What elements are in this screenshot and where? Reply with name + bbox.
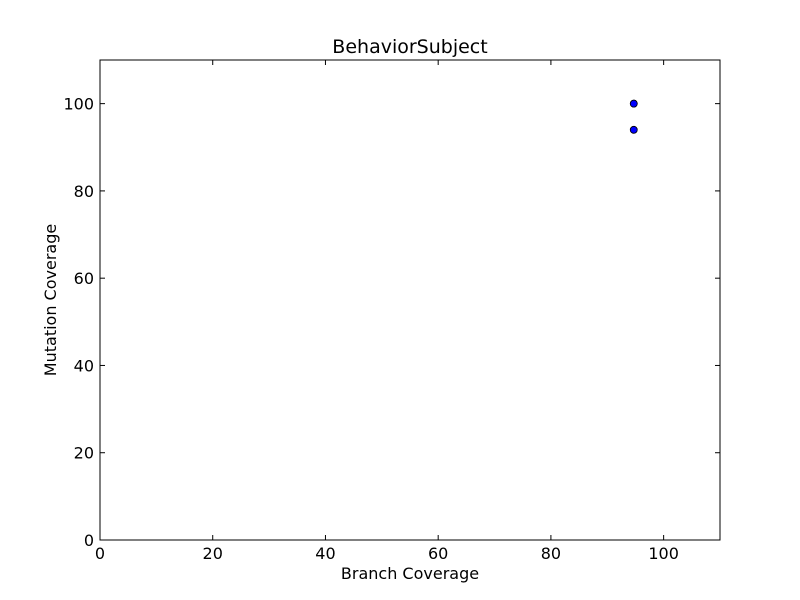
x-tick-label: 60 — [428, 544, 448, 563]
data-points — [629, 99, 638, 134]
plot-area — [99, 59, 721, 541]
x-tick-label: 0 — [95, 544, 105, 563]
x-axis-label: Branch Coverage — [341, 564, 479, 583]
scatter-point — [629, 125, 638, 134]
x-axis-ticks: 0 20 40 60 80 100 — [95, 60, 679, 563]
y-tick-label: 20 — [74, 444, 94, 463]
chart-title: BehaviorSubject — [332, 36, 487, 58]
scatter-point — [629, 99, 638, 108]
y-axis-ticks: 0 20 40 60 80 100 — [63, 95, 720, 550]
y-tick-label: 40 — [74, 356, 94, 375]
x-tick-label: 100 — [648, 544, 679, 563]
y-tick-label: 80 — [74, 182, 94, 201]
y-tick-label: 0 — [84, 531, 94, 550]
y-tick-label: 100 — [63, 95, 94, 114]
x-tick-label: 40 — [315, 544, 335, 563]
y-tick-label: 60 — [74, 269, 94, 288]
y-axis-label: Mutation Coverage — [41, 224, 60, 376]
x-tick-label: 80 — [541, 544, 561, 563]
x-tick-label: 20 — [203, 544, 223, 563]
